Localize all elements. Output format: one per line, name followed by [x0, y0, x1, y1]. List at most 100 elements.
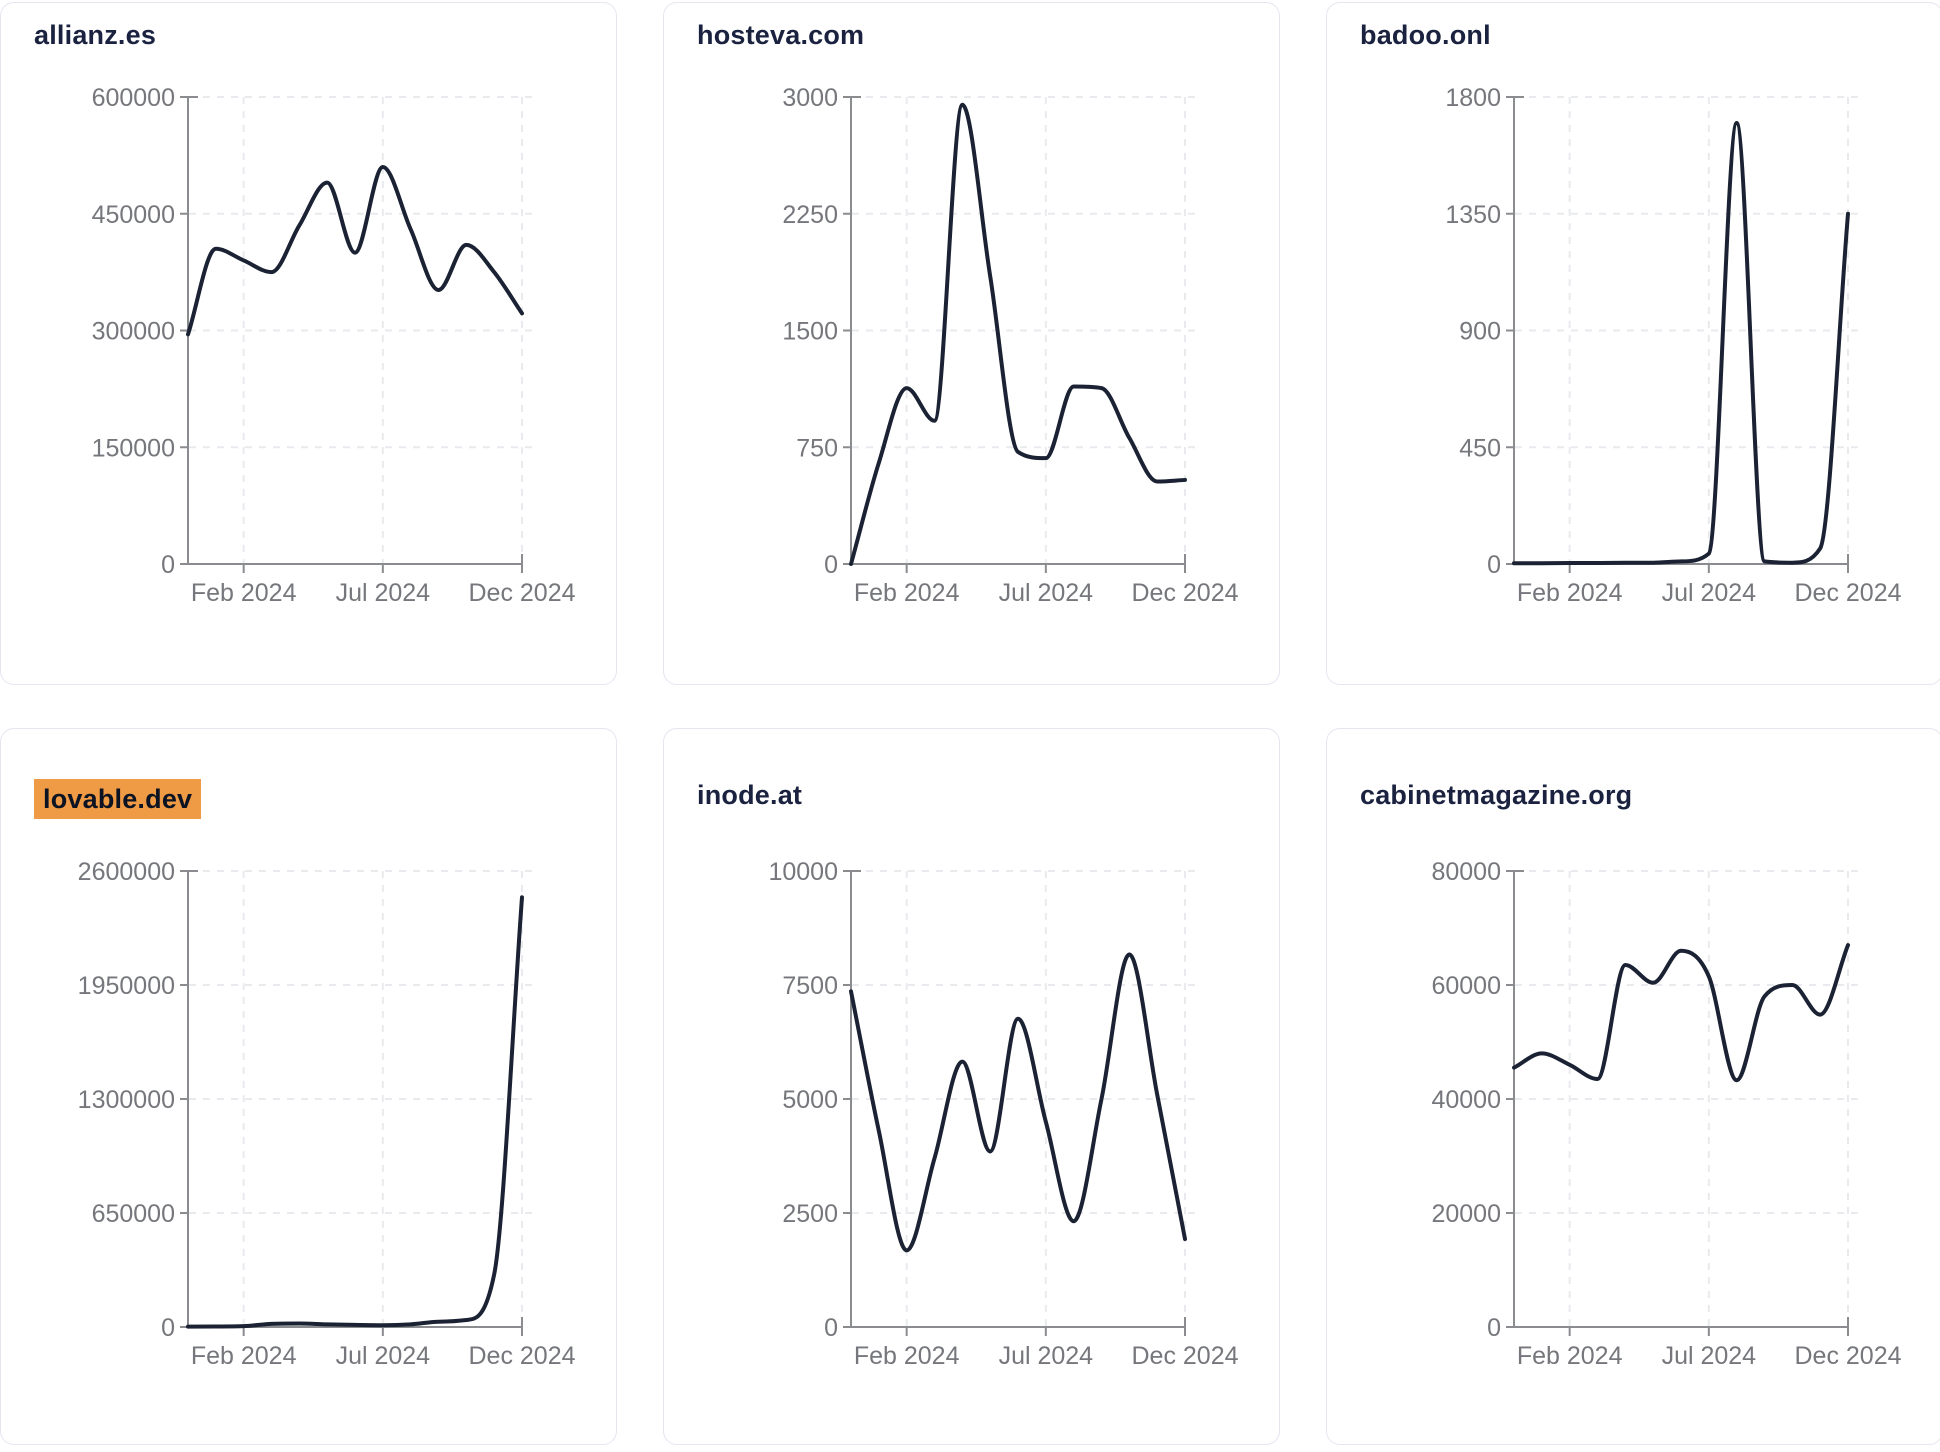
- svg-text:60000: 60000: [1431, 972, 1501, 1000]
- axes: [180, 96, 523, 573]
- card-header: inode.at: [697, 779, 802, 811]
- domain-title-highlighted: lovable.dev: [34, 779, 202, 820]
- svg-text:0: 0: [1487, 551, 1501, 579]
- domain-title: badoo.onl: [1360, 20, 1491, 50]
- svg-text:Dec 2024: Dec 2024: [1131, 1342, 1238, 1370]
- axes: [843, 870, 1186, 1336]
- svg-text:80000: 80000: [1431, 858, 1501, 886]
- svg-text:Jul 2024: Jul 2024: [1662, 1342, 1757, 1370]
- domain-chart-card: hosteva.com 0 750 1500 2250 3000 Feb 2024 Jul 2…: [663, 2, 1280, 685]
- x-axis-labels: Feb 2024 Jul 2024 Dec 2024: [854, 1342, 1239, 1370]
- trend-line: [186, 165, 524, 337]
- svg-text:1800: 1800: [1445, 84, 1501, 112]
- y-axis-labels: 0 150000 300000 450000 600000: [92, 84, 175, 579]
- svg-text:600000: 600000: [92, 84, 175, 112]
- svg-text:Feb 2024: Feb 2024: [1517, 1342, 1623, 1370]
- gridlines: [189, 96, 537, 564]
- x-axis-labels: Feb 2024 Jul 2024 Dec 2024: [1517, 579, 1902, 607]
- svg-text:1950000: 1950000: [78, 972, 175, 1000]
- domain-title: inode.at: [697, 780, 803, 810]
- card-header: hosteva.com: [697, 19, 864, 51]
- traffic-line-chart: 0 750 1500 2250 3000 Feb 2024 Jul 2024 Dec 2024: [782, 84, 1239, 607]
- domain-chart-card: cabinetmagazine.org 0 20000 40000 60000 80000…: [1326, 728, 1940, 1445]
- svg-text:1350: 1350: [1445, 201, 1501, 229]
- svg-text:5000: 5000: [782, 1086, 838, 1114]
- svg-text:900: 900: [1459, 318, 1501, 346]
- svg-text:Dec 2024: Dec 2024: [468, 579, 575, 607]
- svg-text:Dec 2024: Dec 2024: [1131, 579, 1238, 607]
- traffic-line-chart: 0 2500 5000 7500 10000 Feb 2024 Jul 2024 Dec 20…: [768, 858, 1239, 1370]
- trend-line: [1512, 120, 1850, 566]
- trend-line: [186, 895, 524, 1329]
- domain-title: hosteva.com: [697, 20, 865, 50]
- svg-text:40000: 40000: [1431, 1086, 1501, 1114]
- svg-text:0: 0: [161, 1314, 175, 1342]
- svg-text:2500: 2500: [782, 1200, 838, 1228]
- trend-line: [1512, 943, 1850, 1083]
- y-axis-labels: 0 20000 40000 60000 80000: [1431, 858, 1501, 1342]
- x-axis-labels: Feb 2024 Jul 2024 Dec 2024: [1517, 1342, 1902, 1370]
- svg-text:1300000: 1300000: [78, 1086, 175, 1114]
- svg-text:300000: 300000: [92, 318, 175, 346]
- gridlines: [189, 870, 537, 1327]
- svg-text:750: 750: [796, 434, 838, 462]
- axes: [1506, 96, 1849, 573]
- gridlines: [1515, 96, 1863, 564]
- svg-text:450: 450: [1459, 434, 1501, 462]
- domain-chart-card: inode.at 0 2500 5000 7500 10000 Feb 2024 Jul 20…: [663, 728, 1280, 1445]
- svg-text:0: 0: [824, 1314, 838, 1342]
- svg-text:Dec 2024: Dec 2024: [1794, 1342, 1901, 1370]
- axes: [1506, 870, 1849, 1336]
- svg-text:0: 0: [824, 551, 838, 579]
- y-axis-labels: 0 750 1500 2250 3000: [782, 84, 838, 579]
- card-header: lovable.dev: [34, 779, 202, 820]
- svg-text:3000: 3000: [782, 84, 838, 112]
- svg-text:1500: 1500: [782, 318, 838, 346]
- domain-title: allianz.es: [34, 20, 157, 50]
- svg-text:0: 0: [161, 551, 175, 579]
- svg-text:Jul 2024: Jul 2024: [999, 579, 1094, 607]
- domain-chart-card: allianz.es 0 150000 300000 450000 600000 Feb 2…: [0, 2, 617, 685]
- svg-text:Dec 2024: Dec 2024: [468, 1342, 575, 1370]
- axes: [180, 870, 523, 1336]
- svg-text:2250: 2250: [782, 201, 838, 229]
- y-axis-labels: 0 650000 1300000 1950000 2600000: [78, 858, 175, 1342]
- gridlines: [1515, 870, 1863, 1327]
- x-axis-labels: Feb 2024 Jul 2024 Dec 2024: [191, 1342, 576, 1370]
- svg-text:Feb 2024: Feb 2024: [191, 1342, 297, 1370]
- svg-text:20000: 20000: [1431, 1200, 1501, 1228]
- traffic-line-chart: 0 450 900 1350 1800 Feb 2024 Jul 2024 Dec 2024: [1445, 84, 1902, 607]
- svg-text:Feb 2024: Feb 2024: [1517, 579, 1623, 607]
- traffic-line-chart: 0 150000 300000 450000 600000 Feb 2024 Jul 202…: [92, 84, 576, 607]
- gridlines: [852, 870, 1200, 1327]
- axes: [843, 96, 1186, 573]
- svg-text:650000: 650000: [92, 1200, 175, 1228]
- svg-text:Feb 2024: Feb 2024: [854, 579, 960, 607]
- y-axis-labels: 0 450 900 1350 1800: [1445, 84, 1501, 579]
- svg-text:Dec 2024: Dec 2024: [1794, 579, 1901, 607]
- svg-text:Feb 2024: Feb 2024: [854, 1342, 960, 1370]
- svg-text:Feb 2024: Feb 2024: [191, 579, 297, 607]
- svg-text:Jul 2024: Jul 2024: [336, 1342, 431, 1370]
- y-axis-labels: 0 2500 5000 7500 10000: [768, 858, 838, 1342]
- trend-line: [849, 952, 1187, 1253]
- trend-line: [849, 102, 1187, 566]
- gridlines: [852, 96, 1200, 564]
- card-header: badoo.onl: [1360, 19, 1491, 51]
- svg-text:Jul 2024: Jul 2024: [336, 579, 431, 607]
- card-header: allianz.es: [34, 19, 156, 51]
- domain-title: cabinetmagazine.org: [1360, 780, 1633, 810]
- svg-text:Jul 2024: Jul 2024: [1662, 579, 1757, 607]
- domain-chart-card: lovable.dev 0 650000 1300000 1950000 2600000 F…: [0, 728, 617, 1445]
- svg-text:7500: 7500: [782, 972, 838, 1000]
- svg-text:0: 0: [1487, 1314, 1501, 1342]
- svg-text:2600000: 2600000: [78, 858, 175, 886]
- card-header: cabinetmagazine.org: [1360, 779, 1632, 811]
- svg-text:Jul 2024: Jul 2024: [999, 1342, 1094, 1370]
- svg-text:10000: 10000: [768, 858, 838, 886]
- traffic-line-chart: 0 650000 1300000 1950000 2600000 Feb 2024 Jul …: [78, 858, 576, 1370]
- x-axis-labels: Feb 2024 Jul 2024 Dec 2024: [854, 579, 1239, 607]
- svg-text:150000: 150000: [92, 434, 175, 462]
- x-axis-labels: Feb 2024 Jul 2024 Dec 2024: [191, 579, 576, 607]
